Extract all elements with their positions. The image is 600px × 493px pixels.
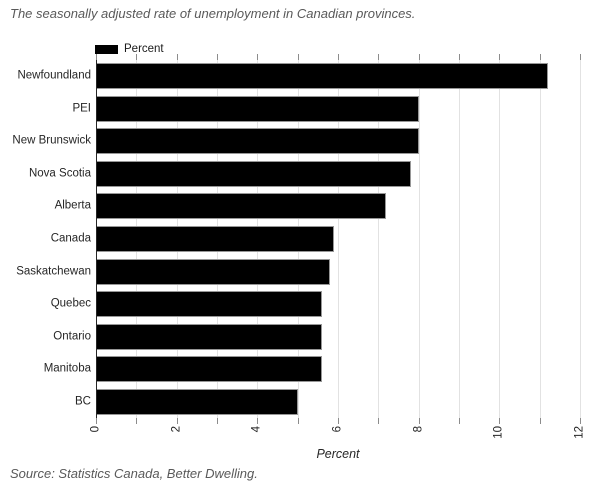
x-axis-tick-label: 2 bbox=[170, 426, 183, 433]
axis-tick bbox=[499, 418, 501, 424]
axis-tick bbox=[257, 54, 259, 60]
bar-row: BC bbox=[75, 385, 580, 418]
bar-row: Alberta bbox=[55, 190, 580, 223]
axis-tick bbox=[217, 418, 218, 424]
source-note: Source: Statistics Canada, Better Dwelli… bbox=[10, 466, 258, 481]
axis-tick bbox=[136, 418, 138, 424]
bar bbox=[96, 356, 322, 383]
axis-tick bbox=[378, 418, 380, 424]
bar bbox=[96, 193, 387, 220]
gridline bbox=[539, 60, 541, 418]
y-axis-label: Manitoba bbox=[43, 362, 91, 375]
bar-row: New Brunswick bbox=[12, 125, 580, 158]
y-axis-label: Nova Scotia bbox=[28, 167, 91, 180]
bar-row: Canada bbox=[51, 223, 580, 256]
y-axis-label: New Brunswick bbox=[12, 134, 91, 147]
y-axis-label: Canada bbox=[50, 232, 91, 245]
y-axis-label: Ontario bbox=[53, 330, 91, 343]
axis-tick bbox=[297, 54, 299, 60]
bar-row: PEI bbox=[72, 93, 580, 126]
gridline bbox=[499, 60, 501, 418]
x-axis-tick-label: 10 bbox=[492, 426, 505, 439]
bar bbox=[96, 291, 322, 318]
x-axis-tick-label: 4 bbox=[250, 426, 263, 433]
bar-row: Nova Scotia bbox=[29, 158, 580, 191]
x-axis-tick-label: 12 bbox=[573, 426, 586, 439]
y-axis-label: PEI bbox=[72, 102, 91, 115]
axis-tick bbox=[418, 418, 420, 424]
bar bbox=[96, 323, 322, 350]
axis-tick bbox=[539, 54, 541, 60]
bar-row: Saskatchewan bbox=[16, 255, 580, 288]
axis-tick bbox=[297, 418, 299, 424]
bar bbox=[96, 95, 419, 122]
axis-tick bbox=[176, 418, 178, 424]
axis-tick bbox=[136, 54, 138, 60]
chart-title: The seasonally adjusted rate of unemploy… bbox=[10, 6, 416, 21]
x-axis-tick-label: 0 bbox=[89, 426, 102, 433]
axis-tick bbox=[580, 54, 581, 60]
plot-area: 0 2 4 6 8 10 12 Percent Newfoundland PEI New Bru… bbox=[12, 54, 586, 461]
axis-tick bbox=[96, 54, 97, 60]
x-axis-title: Percent bbox=[316, 447, 360, 461]
legend: Percent bbox=[95, 43, 164, 55]
y-axis-label: Alberta bbox=[54, 199, 91, 212]
bar-row: Ontario bbox=[53, 320, 580, 353]
x-axis-tick-label: 6 bbox=[331, 426, 344, 433]
bar-row: Manitoba bbox=[44, 353, 580, 386]
y-axis-spine bbox=[96, 60, 97, 418]
y-axis-label: BC bbox=[75, 395, 91, 408]
bar bbox=[96, 63, 548, 90]
y-axis-label: Quebec bbox=[50, 297, 91, 310]
gridline bbox=[338, 60, 339, 418]
y-axis-label: Saskatchewan bbox=[16, 265, 91, 278]
bar bbox=[96, 128, 419, 155]
gridline bbox=[378, 60, 380, 418]
axis-tick bbox=[580, 418, 581, 424]
gridline bbox=[418, 60, 420, 418]
axis-tick bbox=[217, 54, 218, 60]
gridline bbox=[580, 60, 581, 418]
legend-swatch bbox=[95, 44, 118, 54]
axis-tick bbox=[338, 418, 339, 424]
axis-tick bbox=[96, 418, 97, 424]
axis-tick bbox=[257, 418, 259, 424]
bar bbox=[96, 225, 334, 252]
axis-tick bbox=[418, 54, 420, 60]
bar bbox=[96, 388, 298, 415]
axis-tick bbox=[378, 54, 380, 60]
legend-label: Percent bbox=[124, 43, 164, 55]
bar-row: Newfoundland bbox=[17, 60, 580, 93]
x-axis-tick-label: 8 bbox=[412, 426, 425, 433]
bar bbox=[96, 160, 411, 187]
axis-tick bbox=[539, 418, 541, 424]
bar-row: Quebec bbox=[51, 288, 580, 321]
axis-tick bbox=[338, 54, 339, 60]
axis-tick bbox=[459, 54, 460, 60]
bar bbox=[96, 258, 330, 285]
axis-tick bbox=[176, 54, 178, 60]
y-axis-label: Newfoundland bbox=[17, 69, 91, 82]
axis-tick bbox=[459, 418, 460, 424]
gridline bbox=[459, 60, 460, 418]
axis-tick bbox=[499, 54, 501, 60]
